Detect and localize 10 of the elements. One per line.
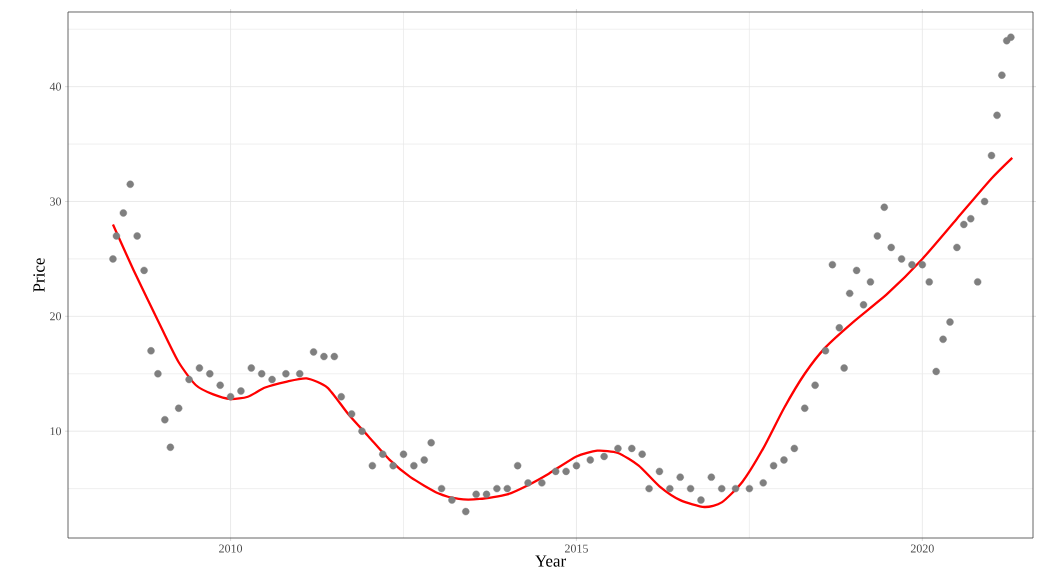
y-tick-label: 40 <box>49 82 62 91</box>
x-tick-label: 2020 <box>910 544 934 553</box>
y-tick-label: 30 <box>50 197 62 206</box>
y-axis-title: Price <box>33 258 45 292</box>
y-tick-label: 20 <box>50 312 62 321</box>
x-tick-label: 2015 <box>565 544 588 553</box>
y-tick-label: 10 <box>50 427 62 436</box>
x-axis-title: Year <box>535 555 566 567</box>
x-tick-label: 2010 <box>219 544 243 553</box>
line-series <box>111 156 1014 509</box>
